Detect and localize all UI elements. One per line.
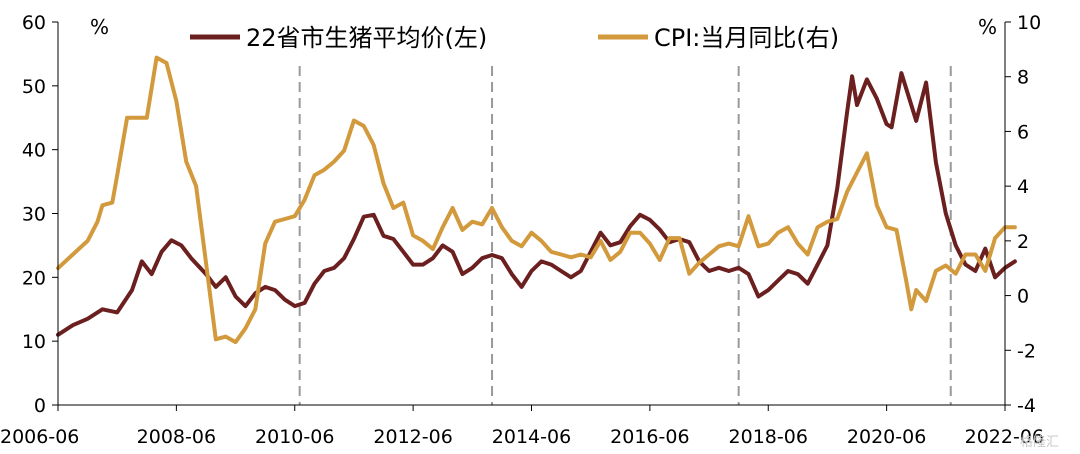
x-tick-label: 2010-06 [255, 426, 334, 448]
left-tick-label: 50 [22, 76, 46, 98]
left-tick-label: 60 [22, 12, 46, 34]
left-tick-label: 0 [34, 395, 46, 417]
left-tick-label: 20 [22, 267, 46, 289]
right-axis-ticks: -4 -2 0 2 4 6 8 10 [1005, 12, 1041, 417]
left-axis-unit: % [90, 15, 109, 39]
right-tick-label: 0 [1017, 286, 1029, 308]
left-axis-ticks: 0 10 20 30 40 50 60 [22, 12, 58, 417]
right-tick-label: 4 [1017, 176, 1029, 198]
right-tick-label: -4 [1017, 395, 1036, 417]
right-tick-label: 2 [1017, 231, 1029, 253]
x-tick-label: 2022-06 [965, 426, 1044, 448]
right-tick-label: 6 [1017, 121, 1029, 143]
left-tick-label: 10 [22, 331, 46, 353]
series-layer [56, 55, 1017, 345]
right-tick-label: -2 [1017, 340, 1036, 362]
series-line-cpi [56, 55, 1017, 345]
right-axis-unit: % [978, 15, 997, 39]
right-tick-label: 10 [1017, 12, 1041, 34]
x-tick-label: 2020-06 [847, 426, 926, 448]
series-line-pig-price [56, 71, 1017, 337]
x-tick-label: 2016-06 [610, 426, 689, 448]
legend-label-pig-price: 22省市生猪平均价(左) [246, 24, 487, 52]
legend: 22省市生猪平均价(左) CPI:当月同比(右) [190, 24, 839, 52]
x-tick-label: 2006-06 [0, 426, 79, 448]
legend-label-cpi: CPI:当月同比(右) [654, 24, 839, 52]
x-tick-label: 2012-06 [373, 426, 452, 448]
x-axis-ticks: 2006-06 2008-06 2010-06 2012-06 2014-06 2016-… [0, 405, 1044, 448]
x-tick-label: 2018-06 [729, 426, 808, 448]
x-tick-label: 2008-06 [137, 426, 216, 448]
right-tick-label: 8 [1017, 67, 1029, 89]
watermark: 格隆汇 [1020, 434, 1059, 450]
left-tick-label: 30 [22, 204, 46, 226]
x-tick-label: 2014-06 [492, 426, 571, 448]
left-tick-label: 40 [22, 140, 46, 162]
